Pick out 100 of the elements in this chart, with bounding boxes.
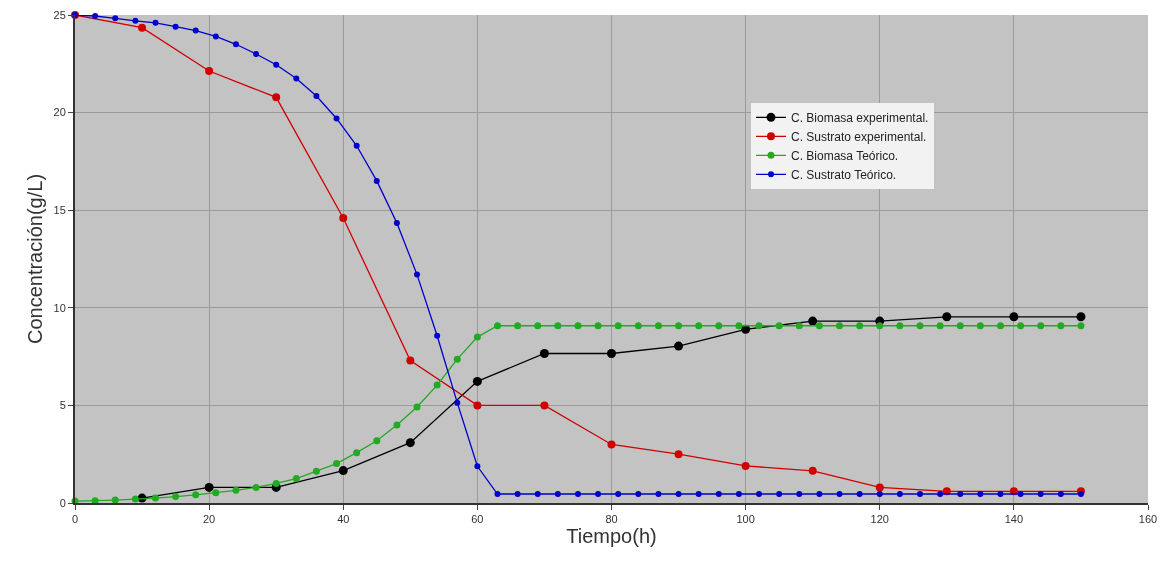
point	[554, 322, 562, 330]
point	[715, 322, 723, 330]
point	[540, 401, 549, 410]
point	[996, 322, 1004, 330]
point	[937, 491, 944, 498]
point	[539, 348, 549, 358]
y-tick-label: 10	[53, 301, 66, 314]
point	[574, 491, 581, 498]
point	[1057, 491, 1064, 498]
x-tick-label: 40	[337, 513, 350, 526]
y-tick-label: 15	[53, 204, 66, 217]
point	[755, 322, 763, 330]
point	[876, 491, 883, 498]
point	[212, 33, 219, 40]
point	[615, 491, 622, 498]
point	[1076, 312, 1086, 322]
point	[253, 51, 260, 58]
point	[836, 322, 844, 330]
point	[312, 467, 320, 475]
point	[373, 437, 381, 445]
point	[453, 355, 461, 363]
point	[776, 491, 783, 498]
point	[393, 219, 400, 226]
point	[876, 322, 884, 330]
x-tick-label: 160	[1138, 513, 1158, 526]
point	[131, 495, 139, 503]
point	[956, 322, 964, 330]
point	[192, 491, 200, 499]
point	[715, 491, 722, 498]
point	[735, 491, 742, 498]
point	[339, 214, 348, 223]
point	[796, 491, 803, 498]
point	[977, 491, 984, 498]
x-tick-label: 0	[71, 513, 79, 526]
point	[474, 463, 481, 470]
point	[654, 322, 662, 330]
point	[554, 491, 561, 498]
y-tick-label: 20	[53, 106, 66, 119]
point	[273, 61, 280, 68]
point	[272, 93, 281, 102]
point	[1077, 491, 1084, 498]
point	[172, 493, 180, 501]
point	[607, 348, 616, 358]
point	[454, 399, 461, 406]
point	[695, 322, 703, 330]
point	[816, 491, 823, 498]
point	[534, 322, 542, 330]
point	[976, 322, 984, 330]
point	[333, 460, 341, 468]
point	[493, 322, 501, 330]
point	[514, 491, 521, 498]
point	[674, 450, 683, 459]
point	[152, 19, 159, 26]
point	[936, 322, 944, 330]
point	[1037, 322, 1045, 330]
point	[232, 486, 240, 494]
point	[896, 491, 903, 498]
point	[111, 496, 119, 504]
point	[741, 461, 750, 470]
point	[957, 491, 964, 498]
point	[942, 312, 952, 322]
point	[293, 75, 300, 82]
x-tick-label: 20	[203, 513, 216, 526]
point	[695, 491, 702, 498]
point	[112, 15, 119, 22]
point	[434, 332, 441, 339]
point	[406, 356, 415, 365]
point	[138, 23, 147, 32]
point	[916, 491, 923, 498]
point	[808, 466, 817, 475]
point	[212, 489, 220, 497]
y-tick-label: 5	[59, 399, 66, 412]
point	[756, 491, 763, 498]
point	[473, 401, 482, 410]
point	[595, 491, 602, 498]
point	[735, 322, 743, 330]
point	[205, 67, 214, 76]
point	[353, 142, 360, 149]
x-tick-label: 120	[870, 513, 889, 526]
point	[132, 17, 139, 24]
point	[574, 322, 582, 330]
legend-label: C. Biomasa experimental.	[790, 111, 929, 126]
point	[1017, 491, 1024, 498]
point	[414, 271, 421, 278]
point	[594, 322, 602, 330]
point	[655, 491, 662, 498]
point	[997, 491, 1004, 498]
point	[472, 376, 482, 386]
legend-label: C. Biomasa Teórico.	[790, 149, 899, 164]
point	[856, 491, 863, 498]
y-tick-label: 0	[59, 496, 66, 509]
point	[473, 333, 481, 341]
point	[272, 479, 280, 487]
x-tick-label: 80	[605, 513, 618, 526]
point	[1037, 491, 1044, 498]
point	[1077, 322, 1085, 330]
x-axis-title: Tiempo(h)	[566, 525, 657, 548]
point	[808, 316, 818, 326]
legend-label: C. Sustrato Teórico.	[790, 168, 897, 183]
point	[292, 475, 300, 483]
